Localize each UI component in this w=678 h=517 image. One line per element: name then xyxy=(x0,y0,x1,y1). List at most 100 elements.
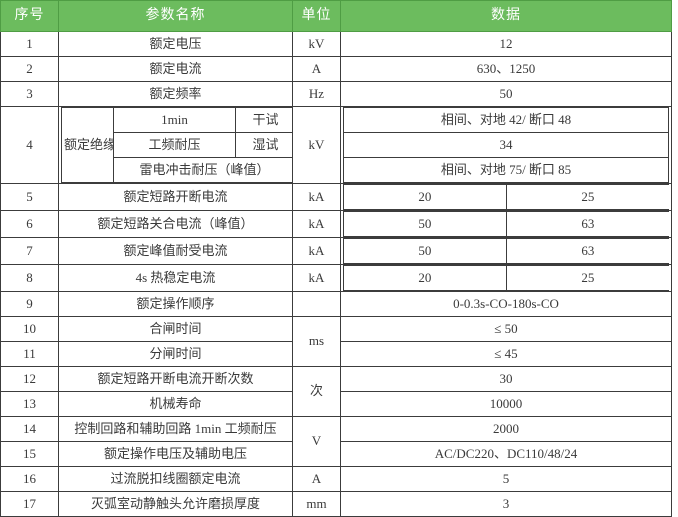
row-data: ≤ 50 xyxy=(340,316,672,342)
insulation-sub-test-2: 湿试 xyxy=(235,132,292,158)
row-no: 13 xyxy=(0,391,59,417)
row-data-right: 25 xyxy=(505,265,669,291)
row-no: 9 xyxy=(0,291,59,317)
row-data-left: 50 xyxy=(343,238,507,264)
header-name: 参数名称 xyxy=(58,0,293,32)
row-name: 4s 热稳定电流 xyxy=(58,264,293,292)
table-row: 6 额定短路关合电流（峰值） kA 50 63 xyxy=(0,210,672,238)
insulation-data-2: 34 xyxy=(343,132,669,158)
insulation-data-cell: 相间、对地 42/ 断口 48 34 相间、对地 75/ 断口 85 xyxy=(340,106,672,184)
row-no: 3 xyxy=(0,81,59,107)
row-name: 额定操作顺序 xyxy=(58,291,293,317)
row-name: 额定短路开断电流 xyxy=(58,183,293,211)
row-no: 16 xyxy=(0,466,59,492)
row-data: AC/DC220、DC110/48/24 xyxy=(340,441,672,467)
table-row: 2 额定电流 A 630、1250 xyxy=(0,56,672,82)
insulation-sub-name-2: 工频耐压 xyxy=(113,132,236,158)
table-row: 16 过流脱扣线圈额定电流 A 5 xyxy=(0,466,672,492)
row-name: 额定短路关合电流（峰值） xyxy=(58,210,293,238)
row-data-split: 50 63 xyxy=(340,210,672,238)
row-unit: A xyxy=(292,56,341,82)
row-data: 50 xyxy=(340,81,672,107)
row-unit: 次 xyxy=(292,366,341,417)
row-no: 15 xyxy=(0,441,59,467)
insulation-subtable: 额定绝缘水平 1min 干试 工频耐压 湿试 雷电冲击耐压（峰值） xyxy=(61,107,292,183)
row-unit: ms xyxy=(292,316,341,367)
table-row: 9 额定操作顺序 0-0.3s-CO-180s-CO xyxy=(0,291,672,317)
row-data-right: 63 xyxy=(505,211,669,237)
header-data: 数据 xyxy=(340,0,672,32)
row-no: 7 xyxy=(0,237,59,265)
row-name: 灭弧室动静触头允许磨损厚度 xyxy=(58,491,293,517)
row-data-split: 20 25 xyxy=(340,264,672,292)
row-data: 10000 xyxy=(340,391,672,417)
table-header-row: 序号 参数名称 单位 数据 xyxy=(0,0,672,32)
table-row: 15 额定操作电压及辅助电压 AC/DC220、DC110/48/24 xyxy=(0,441,672,467)
row-name: 额定电流 xyxy=(58,56,293,82)
table-row: 13 机械寿命 10000 xyxy=(0,391,672,417)
row-no: 5 xyxy=(0,183,59,211)
row-data-right: 63 xyxy=(505,238,669,264)
insulation-data-subtable: 相间、对地 42/ 断口 48 34 相间、对地 75/ 断口 85 xyxy=(343,107,669,183)
row-data: 2000 xyxy=(340,416,672,442)
row-data-left: 50 xyxy=(343,211,507,237)
row-data-left: 20 xyxy=(343,184,507,210)
row-unit: V xyxy=(292,416,341,467)
header-no: 序号 xyxy=(0,0,59,32)
table-row: 1 额定电压 kV 12 xyxy=(0,31,672,57)
row-unit: kA xyxy=(292,210,341,238)
table-row: 10 合闸时间 ms ≤ 50 xyxy=(0,316,672,367)
row-no: 17 xyxy=(0,491,59,517)
table-row: 5 额定短路开断电流 kA 20 25 xyxy=(0,183,672,211)
row-name: 过流脱扣线圈额定电流 xyxy=(58,466,293,492)
row-no: 12 xyxy=(0,366,59,392)
row-unit: Hz xyxy=(292,81,341,107)
row-name: 额定操作电压及辅助电压 xyxy=(58,441,293,467)
row-unit: kV xyxy=(292,106,341,184)
row-no: 10 xyxy=(0,316,59,342)
table-row: 17 灭弧室动静触头允许磨损厚度 mm 3 xyxy=(0,491,672,517)
row-data-split: 50 63 xyxy=(340,237,672,265)
row-unit: kA xyxy=(292,264,341,292)
insulation-sub-name-1: 1min xyxy=(113,107,236,133)
row-name: 控制回路和辅助回路 1min 工频耐压 xyxy=(58,416,293,442)
table-row: 8 4s 热稳定电流 kA 20 25 xyxy=(0,264,672,292)
row-name: 分闸时间 xyxy=(58,341,293,367)
row-no: 6 xyxy=(0,210,59,238)
row-unit: kA xyxy=(292,183,341,211)
table-row: 12 额定短路开断电流开断次数 次 30 xyxy=(0,366,672,417)
row-name: 额定峰值耐受电流 xyxy=(58,237,293,265)
row-data-split: 20 25 xyxy=(340,183,672,211)
row-unit: mm xyxy=(292,491,341,517)
row-name: 机械寿命 xyxy=(58,391,293,417)
row-no: 2 xyxy=(0,56,59,82)
table-row: 3 额定频率 Hz 50 xyxy=(0,81,672,107)
row-name: 合闸时间 xyxy=(58,316,293,342)
row-data: ≤ 45 xyxy=(340,341,672,367)
row-data: 5 xyxy=(340,466,672,492)
row-unit: kA xyxy=(292,237,341,265)
row-data: 12 xyxy=(340,31,672,57)
row-no: 11 xyxy=(0,341,59,367)
row-name: 额定频率 xyxy=(58,81,293,107)
row-data: 630、1250 xyxy=(340,56,672,82)
row-unit: A xyxy=(292,466,341,492)
table-row: 14 控制回路和辅助回路 1min 工频耐压 V 2000 xyxy=(0,416,672,467)
insulation-data-1: 相间、对地 42/ 断口 48 xyxy=(343,107,669,133)
insulation-group-label: 额定绝缘水平 xyxy=(61,107,114,183)
row-no: 8 xyxy=(0,264,59,292)
row-no: 4 xyxy=(0,106,59,184)
table-row-insulation: 4 额定绝缘水平 1min 干试 工频耐压 湿试 雷电冲击耐压（峰值） xyxy=(0,106,672,184)
row-unit: kV xyxy=(292,31,341,57)
row-data: 0-0.3s-CO-180s-CO xyxy=(340,291,672,317)
table-row: 7 额定峰值耐受电流 kA 50 63 xyxy=(0,237,672,265)
row-name: 额定短路开断电流开断次数 xyxy=(58,366,293,392)
row-no: 1 xyxy=(0,31,59,57)
row-unit xyxy=(292,291,341,317)
insulation-sub-name-3: 雷电冲击耐压（峰值） xyxy=(113,157,292,183)
insulation-name-cell: 额定绝缘水平 1min 干试 工频耐压 湿试 雷电冲击耐压（峰值） xyxy=(58,106,293,184)
row-data: 3 xyxy=(340,491,672,517)
row-no: 14 xyxy=(0,416,59,442)
row-data: 30 xyxy=(340,366,672,392)
